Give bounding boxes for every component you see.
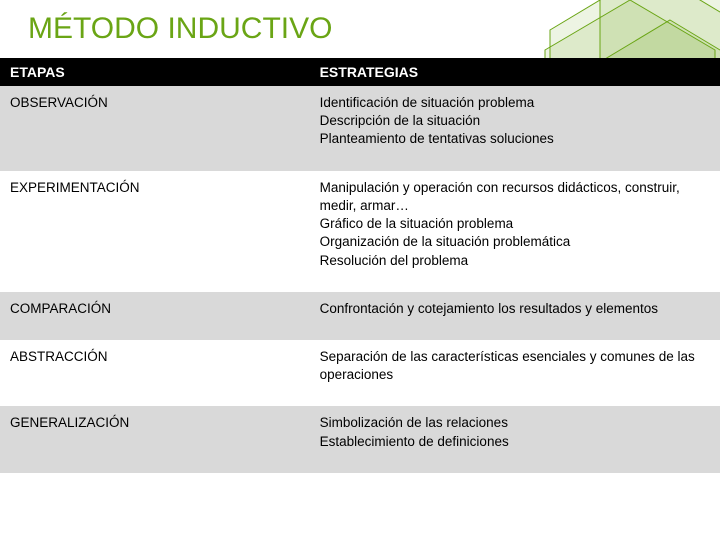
cell-etapa: ABSTRACCIÓN: [0, 340, 310, 406]
table-row: ABSTRACCIÓN Separación de las caracterís…: [0, 340, 720, 406]
cell-estrategia: Identificación de situación problemaDesc…: [310, 86, 720, 171]
col-header-estrategias: ESTRATEGIAS: [310, 58, 720, 86]
method-table: ETAPAS ESTRATEGIAS OBSERVACIÓN Identific…: [0, 58, 720, 473]
cell-etapa: COMPARACIÓN: [0, 292, 310, 340]
cell-estrategia: Manipulación y operación con recursos di…: [310, 171, 720, 292]
cell-estrategia: Confrontación y cotejamiento los resulta…: [310, 292, 720, 340]
table-header-row: ETAPAS ESTRATEGIAS: [0, 58, 720, 86]
table-row: OBSERVACIÓN Identificación de situación …: [0, 86, 720, 171]
cell-etapa: GENERALIZACIÓN: [0, 406, 310, 472]
table-row: EXPERIMENTACIÓN Manipulación y operación…: [0, 171, 720, 292]
table-row: COMPARACIÓN Confrontación y cotejamiento…: [0, 292, 720, 340]
table-row: GENERALIZACIÓN Simbolización de las rela…: [0, 406, 720, 472]
cell-etapa: EXPERIMENTACIÓN: [0, 171, 310, 292]
col-header-etapas: ETAPAS: [0, 58, 310, 86]
page-title: MÉTODO INDUCTIVO: [0, 0, 720, 58]
cell-etapa: OBSERVACIÓN: [0, 86, 310, 171]
cell-estrategia: Simbolización de las relacionesEstableci…: [310, 406, 720, 472]
cell-estrategia: Separación de las características esenci…: [310, 340, 720, 406]
